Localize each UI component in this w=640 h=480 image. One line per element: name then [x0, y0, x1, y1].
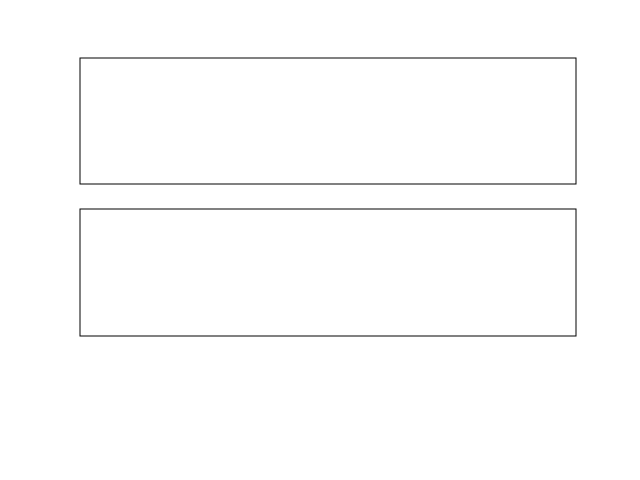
- raster-plot: [79, 208, 577, 337]
- current-plot-frame: [79, 57, 577, 185]
- current-plot: [79, 57, 577, 185]
- raster-plot-frame: [79, 208, 577, 337]
